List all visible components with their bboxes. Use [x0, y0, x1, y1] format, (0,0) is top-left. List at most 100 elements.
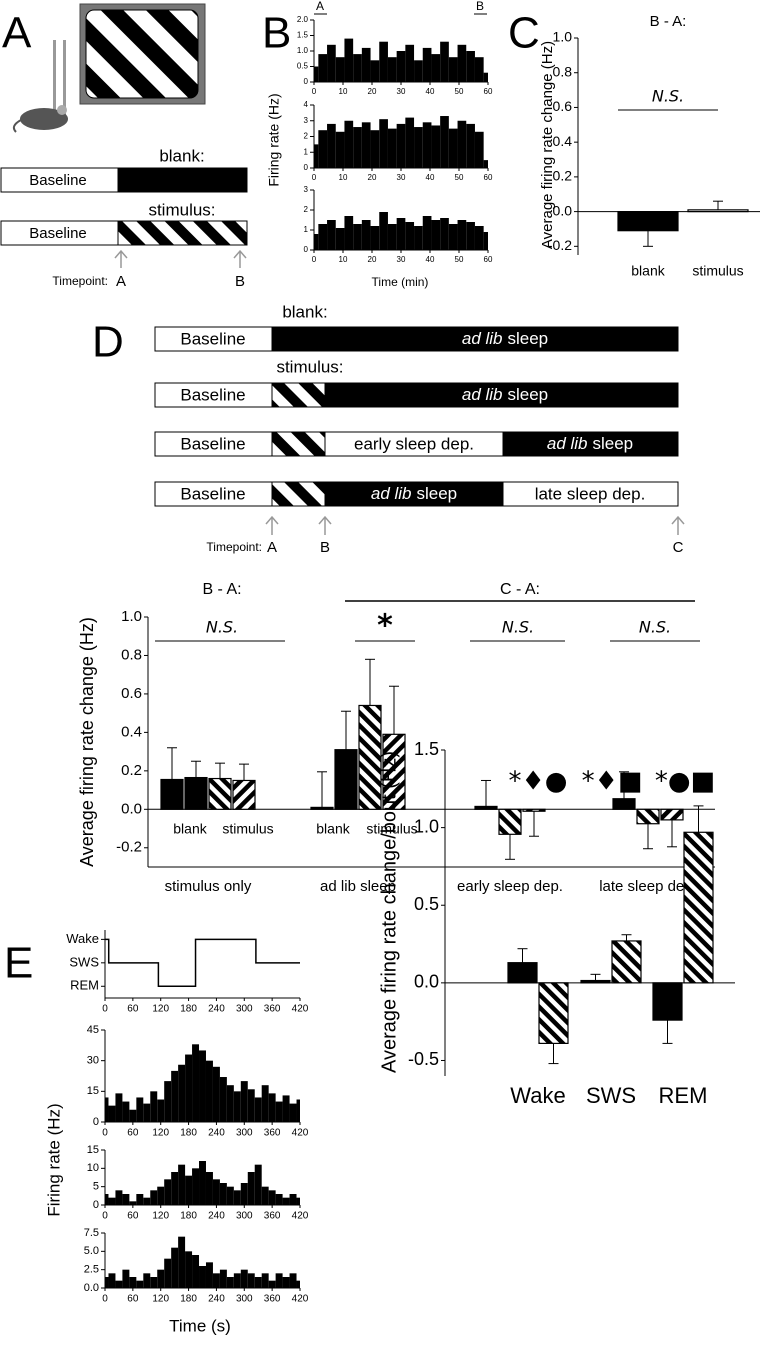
- trace-bar: [108, 1197, 116, 1205]
- trace-bar: [431, 54, 441, 82]
- x-tick-label: 240: [208, 1128, 225, 1139]
- bar: [617, 211, 679, 232]
- y-tick-label: 10: [87, 1162, 99, 1174]
- marker: B: [476, 0, 484, 13]
- x-tick-label: 180: [180, 1128, 197, 1139]
- trace-bar: [396, 51, 406, 82]
- deprivation-box: [502, 481, 679, 507]
- y-tick-label: 0: [304, 163, 309, 172]
- x-tick-label: 60: [127, 1294, 139, 1305]
- x-tick-label: SWS: [586, 1083, 636, 1108]
- x-tick-label: 0: [102, 1004, 108, 1015]
- trace-bar: [185, 1054, 193, 1122]
- panel-letter: D: [92, 318, 124, 367]
- trace-bar: [150, 1190, 158, 1205]
- trace-bar: [327, 123, 336, 168]
- x-tick-label: ad lib sleep: [320, 878, 396, 895]
- y-tick-label: 3: [304, 185, 309, 194]
- timepoint-label: Timepoint:: [206, 540, 262, 554]
- trace-bar: [282, 1277, 290, 1288]
- x-tick-label: 300: [236, 1294, 253, 1305]
- trace-bar: [353, 127, 362, 168]
- arrow: [114, 249, 128, 268]
- x-tick-label: 300: [236, 1004, 253, 1015]
- y-tick-label: 0.6: [553, 98, 573, 114]
- trace-bar: [205, 1262, 213, 1288]
- trace-bar: [474, 131, 484, 168]
- plain-text: sleep: [508, 329, 549, 348]
- x-tick-label: 120: [152, 1004, 169, 1015]
- row-label: stimulus:: [276, 357, 343, 376]
- y-tick-label: 0.8: [121, 646, 142, 663]
- trace-bar: [457, 220, 467, 250]
- trace-bar: [254, 1277, 262, 1288]
- x-tick-label: 20: [368, 87, 377, 96]
- bar: [498, 808, 522, 835]
- trace-bar: [296, 1099, 300, 1122]
- trace-bar: [219, 1269, 227, 1288]
- x-tick-label: stimulus only: [165, 878, 252, 895]
- x-tick-label: 30: [397, 173, 406, 182]
- trace-bar: [108, 1273, 116, 1288]
- bar: [208, 777, 232, 810]
- trace-bar: [115, 1280, 123, 1288]
- trace-bar: [483, 160, 488, 168]
- trace-bar: [212, 1273, 220, 1288]
- trace-bar: [129, 1201, 137, 1205]
- x-tick-label: 0: [312, 87, 317, 96]
- deprivation-box: [324, 431, 504, 457]
- sleep-box: [324, 481, 504, 507]
- group-header: B - A:: [202, 581, 241, 598]
- annotation: *♦■: [582, 767, 643, 797]
- trace-bar: [353, 224, 362, 250]
- segment-text: Baseline: [29, 172, 87, 189]
- annotation: N.S.: [639, 618, 671, 637]
- y-tick-label: 0.5: [297, 62, 309, 71]
- x-tick-label: 40: [426, 255, 435, 264]
- row-label: blank:: [282, 302, 327, 321]
- bar: [683, 831, 714, 984]
- y-tick-label: 0.0: [553, 202, 573, 218]
- bar-label: blank: [316, 821, 350, 837]
- stimulus-box: [271, 431, 326, 457]
- trace-bar: [448, 224, 458, 250]
- y-label: Average firing rate change (Hz): [539, 41, 556, 249]
- trace-bar: [226, 1186, 234, 1205]
- trace-bar: [129, 1277, 137, 1288]
- y-tick-label: 0.0: [84, 1282, 99, 1294]
- x-tick-label: 420: [292, 1211, 309, 1222]
- annotation: N.S.: [502, 618, 534, 637]
- arrow: [318, 515, 332, 535]
- trace-bar: [268, 1093, 276, 1122]
- trace-bar: [219, 1183, 227, 1205]
- trace-bar: [212, 1066, 220, 1122]
- trace-bar: [318, 224, 328, 250]
- trace-bar: [405, 117, 415, 168]
- probe: [63, 40, 66, 115]
- bar-label: blank: [173, 821, 207, 837]
- y-tick-label: 1: [304, 147, 309, 156]
- y-tick-label: 0.6: [121, 685, 142, 702]
- y-tick-label: 30: [87, 1055, 99, 1067]
- trace-bar: [405, 222, 415, 250]
- x-tick-label: 180: [180, 1294, 197, 1305]
- x-tick-label: REM: [659, 1083, 708, 1108]
- blank-box: [117, 167, 248, 193]
- x-tick-label: stimulus: [692, 263, 743, 279]
- x-tick-label: 300: [236, 1211, 253, 1222]
- trace-bar: [361, 122, 371, 168]
- bar: [232, 779, 256, 810]
- y-label: Firing rate (Hz): [44, 1103, 63, 1216]
- x-tick-label: 60: [127, 1211, 139, 1222]
- trace-bar: [440, 218, 449, 250]
- trace-bar: [379, 212, 388, 250]
- bar: [538, 982, 569, 1044]
- mouse: [20, 108, 68, 130]
- trace-bar: [314, 144, 319, 168]
- x-label: Time (s): [169, 1316, 231, 1335]
- group-header: C - A:: [500, 581, 540, 598]
- trace-bar: [387, 128, 397, 168]
- x-tick-label: 60: [484, 173, 493, 182]
- trace-bar: [164, 1081, 172, 1122]
- trace-bar: [122, 1101, 130, 1122]
